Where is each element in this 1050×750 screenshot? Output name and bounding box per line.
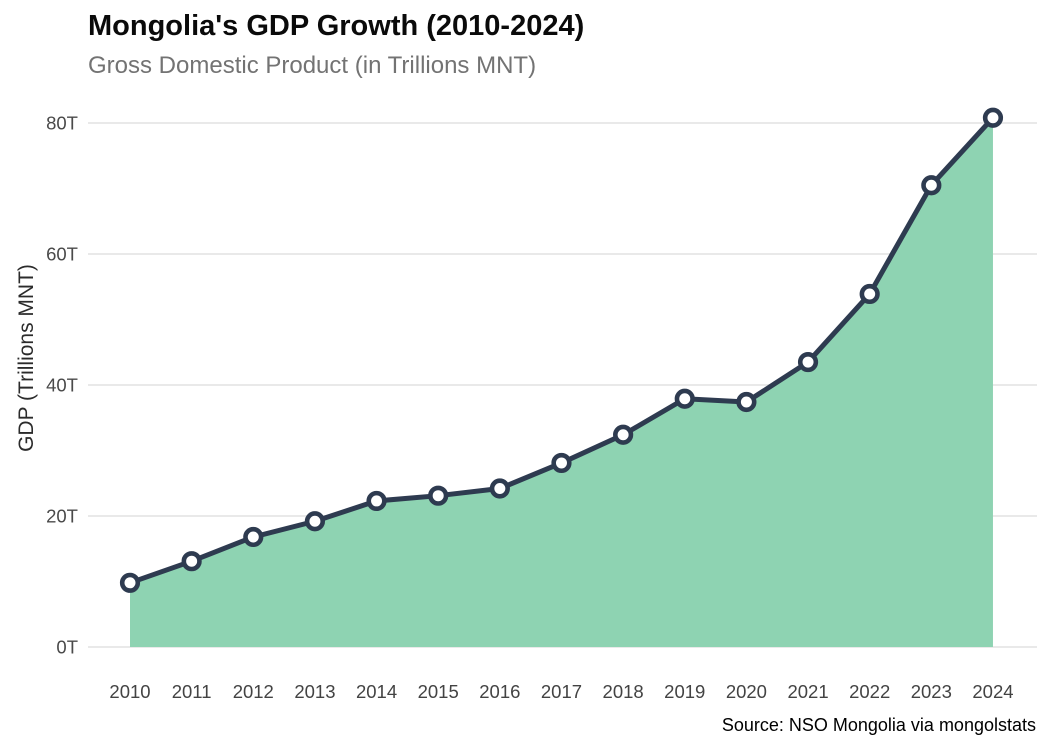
data-point-marker-2010 <box>119 572 141 593</box>
data-point-marker-2021 <box>797 351 819 373</box>
data-point-marker-2013 <box>304 511 326 532</box>
x-tick-label: 2021 <box>787 681 828 702</box>
data-point-marker-2015 <box>428 485 449 506</box>
x-tick-label: 2012 <box>233 681 274 702</box>
chart-title: Mongolia's GDP Growth (2010-2024) <box>88 10 585 42</box>
x-tick-label: 2010 <box>109 681 150 702</box>
source-note: Source: NSO Mongolia via mongolstats <box>721 715 1036 735</box>
data-point-marker-2022 <box>859 283 880 305</box>
data-point-marker-2020 <box>736 391 757 413</box>
chart-subtitle: Gross Domestic Product (in Trillions MNT… <box>88 52 537 79</box>
data-point-marker-2012 <box>243 526 264 548</box>
data-point-marker-2017 <box>551 452 572 474</box>
x-tick-label: 2022 <box>849 681 890 702</box>
x-tick-label: 2018 <box>603 681 644 702</box>
data-point-marker-2011 <box>181 551 202 572</box>
x-tick-label: 2019 <box>664 681 705 702</box>
area-fill-group <box>130 117 993 647</box>
x-tick-label: 2016 <box>479 681 520 702</box>
data-point-marker-2016 <box>489 478 510 499</box>
y-tick-label: 80T <box>46 113 78 134</box>
x-tick-label: 2023 <box>911 681 952 702</box>
area-fill <box>130 117 993 647</box>
x-axis-tick-labels: 2010 2011 2012 2013 2014 2015 2016 2017 2018 2019… <box>109 681 1013 702</box>
x-tick-label: 2015 <box>418 681 459 702</box>
x-tick-label: 2014 <box>356 681 397 702</box>
x-tick-label: 2013 <box>294 681 335 702</box>
x-tick-label: 2024 <box>972 681 1013 702</box>
data-point-marker-2024 <box>982 107 1004 128</box>
x-tick-label: 2017 <box>541 681 582 702</box>
y-tick-label: 40T <box>46 375 78 396</box>
data-point-markers <box>119 107 1004 593</box>
y-tick-label: 0T <box>56 637 78 658</box>
y-tick-label: 20T <box>46 506 78 527</box>
data-point-marker-2018 <box>613 424 634 445</box>
data-point-marker-2019 <box>674 388 695 409</box>
y-axis-tick-labels: 0T 20T 40T 60T 80T <box>46 113 78 658</box>
y-tick-label: 60T <box>46 244 78 265</box>
data-point-marker-2023 <box>921 175 942 196</box>
x-tick-label: 2011 <box>172 681 212 702</box>
x-tick-label: 2020 <box>726 681 767 702</box>
data-point-marker-2014 <box>366 490 387 512</box>
